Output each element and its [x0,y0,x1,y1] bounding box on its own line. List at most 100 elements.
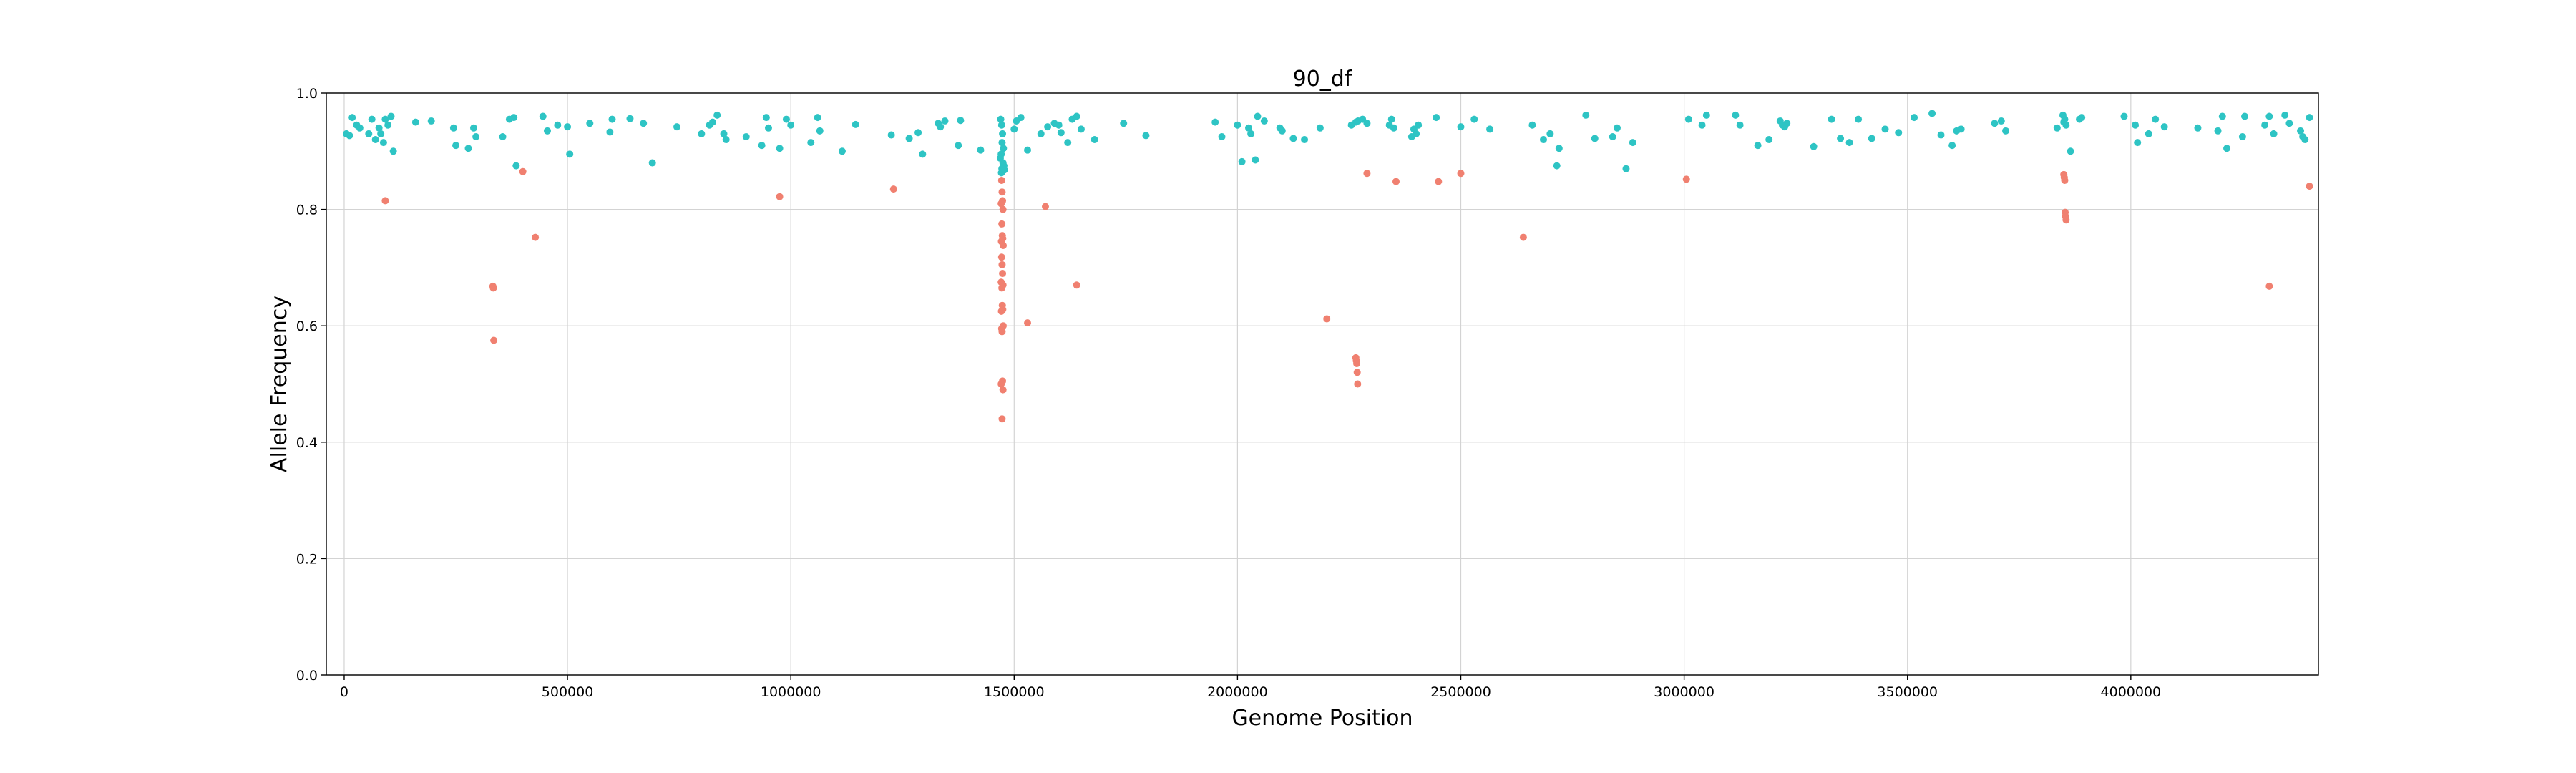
data-point [472,132,480,140]
data-point [720,130,728,137]
x-tick-label: 1500000 [984,684,1045,700]
data-point [384,121,392,129]
data-point [1754,142,1762,150]
data-point [2132,121,2140,129]
data-point [566,150,574,158]
data-point [816,127,824,135]
data-point [368,115,376,123]
data-point [742,132,750,140]
data-point [377,130,385,137]
data-point [1682,175,1690,183]
data-point [887,131,895,139]
data-point [1316,124,1324,132]
data-point [1260,117,1268,125]
data-point [2238,132,2246,140]
data-point [1868,135,1875,142]
data-point [1247,130,1255,137]
data-point [1810,142,1818,150]
data-point [1948,142,1956,150]
data-point [2270,130,2278,137]
data-point [764,124,772,132]
data-point [776,145,784,152]
data-point [2002,127,2010,135]
data-point [1387,115,1395,123]
data-point [1539,136,1547,144]
data-point [389,147,397,155]
data-point [348,114,356,122]
data-point [1077,125,1085,133]
data-point [1252,156,1259,164]
data-point [1457,123,1465,131]
data-point [998,220,1006,228]
data-point [640,120,648,127]
data-point [1238,157,1246,165]
data-point [914,129,922,137]
data-point [1234,121,1241,129]
data-point [2160,123,2168,131]
data-point [814,114,821,122]
data-point [2194,124,2202,132]
data-point [1254,112,1262,120]
y-tick-label: 0.0 [296,668,318,684]
data-point [838,147,846,155]
data-point [1289,135,1297,142]
data-point [1055,121,1063,129]
data-point [1433,114,1440,122]
chart-title: 90_df [1293,67,1353,92]
data-point [1553,162,1561,170]
data-point [490,336,498,344]
data-point [464,145,472,152]
data-point [852,120,859,128]
data-point [2061,115,2069,123]
grid-lines [326,92,2318,676]
x-axis-ticks: 0 500000 1000000 1500000 2000000 2500000 30000… [340,675,2161,700]
data-point [2120,112,2128,120]
data-point [1555,145,1563,152]
data-point [427,117,435,125]
data-point [1470,115,1478,123]
data-point [1911,114,1918,122]
data-point [1622,165,1630,172]
data-point [379,139,387,147]
data-point [1073,112,1080,120]
data-point [762,114,770,122]
data-point [371,136,379,144]
data-point [1073,281,1080,289]
data-points [343,110,2313,423]
data-point [1037,130,1045,137]
data-point [776,193,784,200]
data-point [1354,380,1362,388]
data-point [2134,139,2142,147]
data-point [387,112,395,120]
data-point [532,233,540,241]
data-point [997,200,1005,208]
data-point [722,136,730,144]
data-point [997,307,1005,315]
data-point [2223,145,2231,152]
data-point [937,123,945,131]
x-tick-label: 3000000 [1654,684,1714,700]
data-point [1582,111,1590,119]
data-point [512,162,520,170]
data-point [787,121,795,129]
data-point [977,146,985,154]
data-point [1091,136,1098,144]
data-point [2214,127,2222,135]
data-point [998,261,1006,268]
data-point [1928,110,1936,117]
data-point [1017,114,1025,122]
data-point [1000,145,1008,152]
data-point [1392,178,1400,185]
x-tick-label: 500000 [542,684,594,700]
x-tick-label: 2500000 [1430,684,1491,700]
y-axis-label: Allele Frequency [267,296,292,472]
data-point [708,118,716,126]
data-point [1363,170,1371,178]
data-point [2297,127,2305,135]
data-point [1486,125,1494,133]
data-point [807,139,815,147]
data-point [1353,369,1361,376]
data-point [2218,112,2226,120]
data-point [999,205,1007,213]
